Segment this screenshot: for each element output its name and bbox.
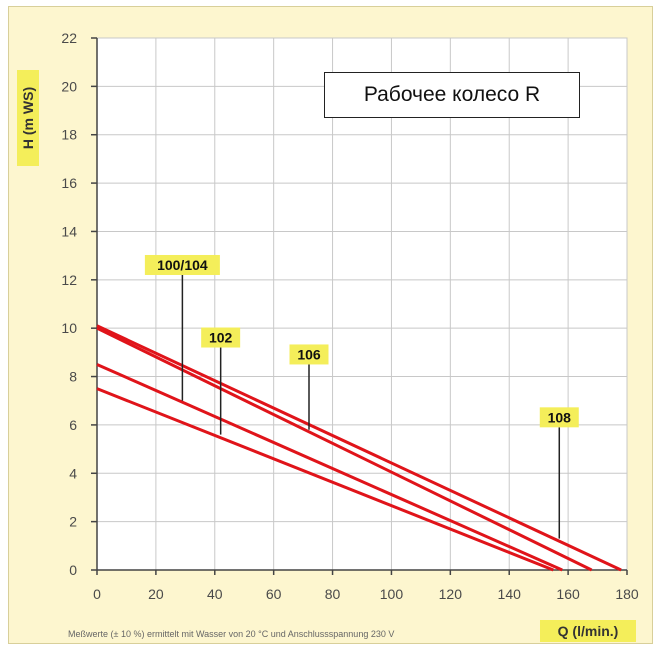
series-lines (96, 324, 622, 572)
curve-label-bg (539, 407, 579, 428)
y-tick-label: 18 (61, 127, 77, 143)
curve-label-text: 102 (209, 330, 233, 346)
series-line-106 (96, 324, 622, 572)
y-tick-label: 20 (61, 78, 77, 94)
x-tick-label: 160 (556, 586, 580, 602)
y-tick-label: 22 (61, 30, 77, 46)
x-tick-label: 120 (439, 586, 463, 602)
y-tick-label: 8 (69, 369, 77, 385)
x-axis-title: Q (l/min.) (540, 620, 636, 642)
x-axis-title-bg (540, 620, 636, 642)
x-tick-label: 140 (498, 586, 522, 602)
y-tick-label: 6 (69, 417, 77, 433)
curve-label-text: 106 (297, 346, 321, 362)
curve-label-bg (289, 344, 329, 365)
curve-label-text: 100/104 (157, 257, 208, 273)
x-axis-title-text: Q (l/min.) (558, 623, 619, 639)
x-tick-label: 100 (380, 586, 404, 602)
y-axis-title-text: H (m WS) (20, 87, 36, 149)
curve-labels: 100/104 102 106 108 (144, 254, 579, 539)
y-tick-label: 0 (69, 562, 77, 578)
chart-title: Рабочее колесо R (324, 72, 580, 118)
y-axis-title: H (m WS) (17, 70, 39, 166)
y-axis-title-bg (17, 70, 39, 166)
y-tick-label: 16 (61, 175, 77, 191)
curve-label-bg (144, 254, 220, 275)
y-tick-label: 14 (61, 223, 77, 239)
curve-label-106: 106 (289, 344, 329, 365)
curve-label-text: 108 (548, 409, 572, 425)
series-line-108 (96, 363, 563, 572)
x-tick-label: 60 (266, 586, 282, 602)
footnote: Meßwerte (± 10 %) ermittelt mit Wasser v… (68, 629, 394, 639)
x-tick-label: 40 (207, 586, 223, 602)
curve-label-102: 102 (201, 327, 241, 348)
x-tick-label: 0 (93, 586, 101, 602)
y-tick-label: 12 (61, 272, 77, 288)
curve-label-100-104: 100/104 (144, 254, 220, 275)
axes: 0 20 40 60 80 100 120 140 160 180 0 2 4 6 8 10 12 14 16 18 2… (61, 30, 638, 602)
y-tick-label: 10 (61, 320, 77, 336)
x-tick-label: 80 (325, 586, 341, 602)
y-tick-label: 2 (69, 514, 77, 530)
series-line-100-104 (96, 326, 593, 572)
series-line-102 (96, 387, 554, 572)
curve-label-108: 108 (539, 407, 579, 428)
y-tick-label: 4 (69, 465, 77, 481)
curve-label-bg (201, 327, 241, 348)
x-tick-label: 180 (615, 586, 639, 602)
x-tick-label: 20 (148, 586, 164, 602)
